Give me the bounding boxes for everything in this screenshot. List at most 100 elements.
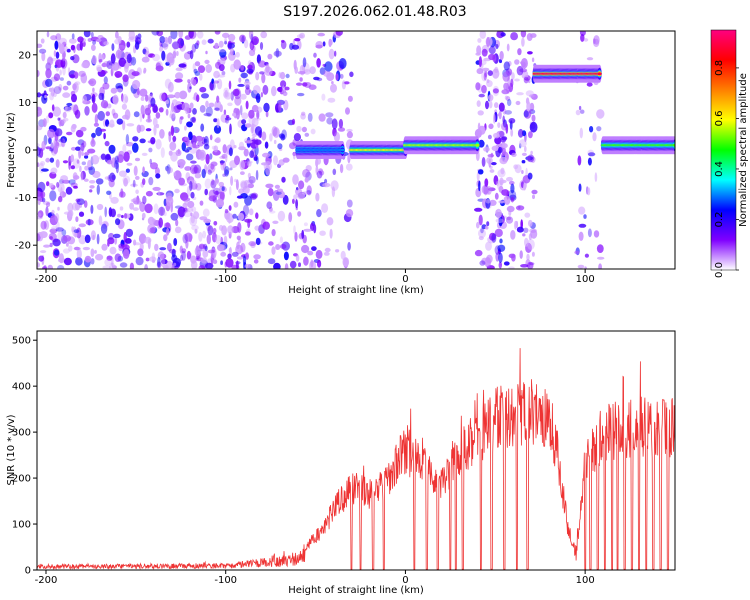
heatmap-cell	[118, 57, 127, 67]
snr-y-ticks: 0 100 200 300 400 500	[12, 336, 37, 577]
heatmap-cell	[196, 94, 200, 102]
heatmap-cell	[493, 132, 500, 139]
heatmap-cell	[315, 165, 319, 175]
heatmap-cell	[503, 195, 511, 205]
heatmap-cell	[488, 123, 494, 130]
heatmap-cell	[271, 126, 278, 137]
heatmap-cell	[255, 71, 260, 81]
heatmap-cell	[80, 126, 87, 132]
heatmap-cell	[126, 162, 133, 166]
heatmap-cell	[486, 157, 493, 164]
heatmap-cell	[505, 123, 509, 134]
heatmap-cell	[515, 205, 525, 211]
heatmap-cell	[215, 198, 224, 208]
heatmap-cell	[316, 157, 321, 165]
heatmap-cell	[66, 102, 73, 107]
heatmap-cell	[184, 125, 187, 131]
heatmap-cell	[483, 147, 490, 152]
heatmap-cell	[97, 110, 105, 121]
heatmap-cell	[53, 86, 62, 95]
heatmap-cell	[598, 263, 602, 269]
heatmap-cell	[115, 31, 119, 39]
heatmap-cell	[157, 190, 161, 196]
heatmap-cell	[62, 111, 67, 119]
heatmap-cell	[284, 86, 290, 91]
heatmap-cell	[218, 181, 225, 187]
heatmap-cell	[152, 186, 161, 191]
heatmap-cell	[45, 68, 52, 79]
heatmap-cell	[291, 44, 300, 50]
heatmap-cell	[37, 210, 44, 218]
heatmap-cell	[166, 167, 173, 174]
heatmap-cell	[491, 233, 497, 243]
heatmap-cell	[177, 159, 186, 167]
heatmap-cell	[330, 83, 337, 93]
spectrogram-y-ticks: -20 -10 0 10 20	[15, 50, 37, 252]
heatmap-cell	[172, 50, 177, 59]
heatmap-cell	[478, 139, 485, 148]
heatmap-cell	[494, 66, 499, 73]
heatmap-cell	[37, 43, 43, 48]
heatmap-cell	[71, 226, 74, 233]
heatmap-cell	[186, 121, 193, 128]
heatmap-cell	[102, 265, 111, 269]
heatmap-cell	[171, 41, 180, 50]
heatmap-cell	[132, 79, 141, 90]
heatmap-cell	[523, 227, 529, 233]
heatmap-cell	[37, 92, 42, 98]
heatmap-cell	[140, 96, 145, 102]
heatmap-cell	[224, 209, 229, 214]
heatmap-cell	[181, 102, 190, 111]
heatmap-cell	[163, 234, 168, 242]
heatmap-cell	[326, 217, 334, 226]
heatmap-cell	[187, 200, 195, 209]
heatmap-cell	[190, 164, 198, 175]
heatmap-cell	[58, 37, 67, 46]
heatmap-cell	[184, 136, 190, 141]
heatmap-cell	[170, 125, 175, 137]
heatmap-cell	[204, 59, 210, 64]
heatmap-cell	[55, 159, 60, 168]
heatmap-cell	[42, 118, 47, 128]
heatmap-cell	[273, 139, 277, 145]
heatmap-cell	[229, 123, 232, 135]
heatmap-cell	[47, 264, 53, 269]
heatmap-cell	[99, 41, 103, 46]
heatmap-cell	[275, 244, 281, 250]
heatmap-cell	[87, 159, 92, 169]
heatmap-cell	[203, 218, 212, 224]
heatmap-cell	[91, 44, 96, 51]
heatmap-cell	[483, 72, 487, 81]
heatmap-cell	[213, 221, 218, 226]
heatmap-cell	[216, 118, 220, 129]
heatmap-cell	[299, 77, 303, 82]
heatmap-cell	[165, 195, 174, 207]
heatmap-cell	[154, 243, 159, 252]
heatmap-cell	[235, 179, 239, 191]
heatmap-cell	[578, 206, 586, 215]
heatmap-cell	[49, 190, 57, 202]
heatmap-cell	[90, 230, 96, 241]
heatmap-cell	[66, 242, 69, 247]
heatmap-cell	[55, 51, 60, 59]
heatmap-cell	[252, 85, 261, 95]
heatmap-cell	[198, 149, 206, 161]
heatmap-cell	[111, 43, 115, 51]
heatmap-cell	[228, 147, 233, 157]
heatmap-cell	[83, 178, 89, 182]
heatmap-cell	[244, 218, 253, 223]
heatmap-cell	[95, 178, 104, 185]
heatmap-cell	[114, 253, 122, 262]
y-tick-label: 500	[12, 336, 31, 347]
heatmap-cell	[142, 178, 146, 186]
heatmap-cell	[219, 160, 225, 164]
heatmap-cell	[526, 33, 533, 41]
heatmap-cell	[140, 104, 145, 115]
heatmap-cell	[90, 139, 96, 147]
heatmap-signal-cell	[672, 143, 675, 147]
heatmap-cell	[216, 95, 220, 103]
heatmap-cell	[70, 165, 75, 170]
heatmap-cell	[498, 261, 502, 269]
heatmap-cell	[587, 157, 592, 166]
heatmap-cell	[80, 73, 88, 84]
